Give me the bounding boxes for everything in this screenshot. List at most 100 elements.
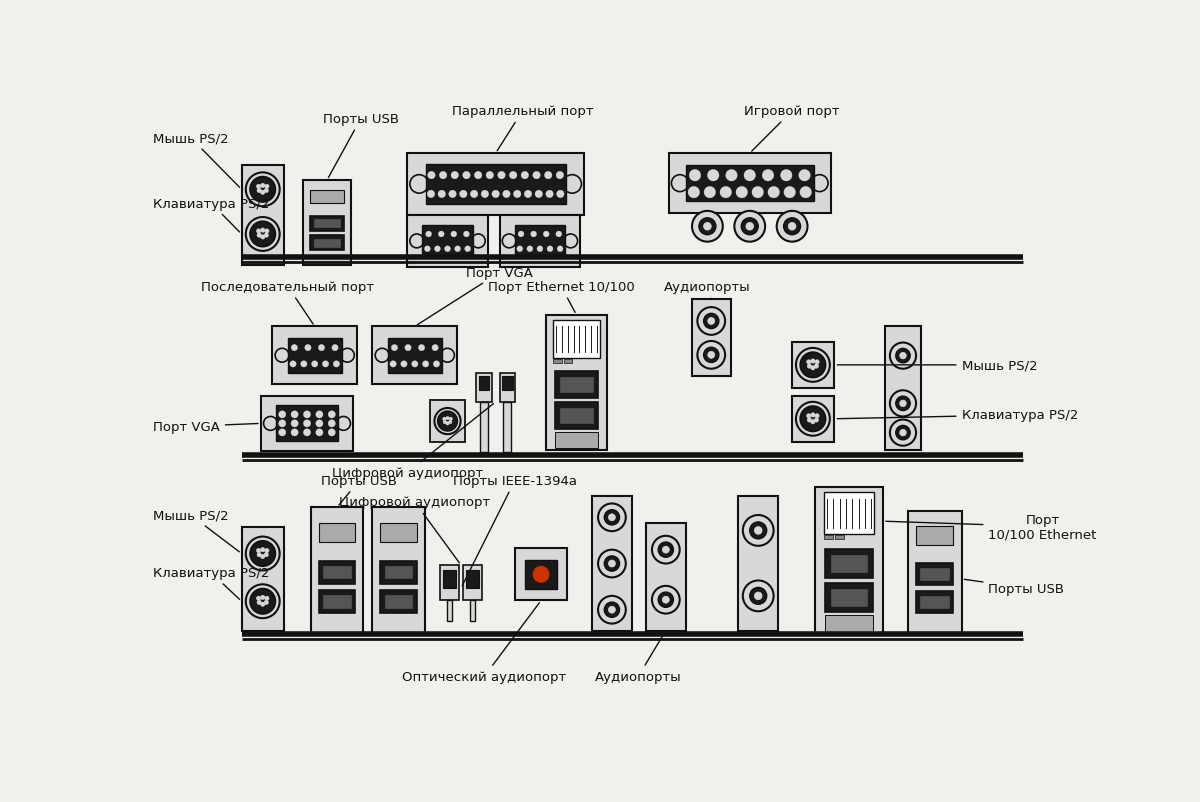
Circle shape (689, 170, 701, 182)
Circle shape (486, 172, 493, 180)
Text: Клавиатура PS/2: Клавиатура PS/2 (154, 197, 269, 233)
Circle shape (264, 553, 269, 557)
Circle shape (481, 191, 488, 198)
Text: Оптический аудиопорт: Оптический аудиопорт (402, 603, 566, 683)
Circle shape (750, 522, 767, 539)
Bar (380, 561, 416, 584)
Circle shape (438, 191, 445, 198)
Text: Порты USB: Порты USB (323, 113, 398, 178)
Circle shape (662, 546, 670, 553)
Circle shape (703, 223, 712, 231)
Circle shape (704, 187, 715, 199)
Bar (311, 236, 343, 251)
Circle shape (290, 429, 299, 436)
Bar (668, 154, 830, 214)
Circle shape (806, 414, 811, 419)
Bar (738, 496, 779, 630)
Circle shape (292, 345, 298, 351)
Text: Мышь PS/2: Мышь PS/2 (838, 359, 1037, 372)
Circle shape (557, 246, 563, 253)
Bar (826, 615, 872, 633)
Circle shape (547, 246, 553, 253)
Circle shape (260, 229, 265, 233)
Circle shape (890, 420, 916, 446)
Bar (380, 523, 416, 542)
Bar (431, 400, 464, 443)
Text: Клавиатура PS/2: Клавиатура PS/2 (838, 409, 1078, 422)
Circle shape (890, 391, 916, 417)
Circle shape (750, 588, 767, 605)
Circle shape (410, 176, 428, 194)
Circle shape (305, 345, 311, 351)
Bar (916, 526, 954, 545)
Bar (319, 590, 355, 613)
Circle shape (278, 429, 286, 436)
Text: Порт Ethernet 10/100: Порт Ethernet 10/100 (487, 281, 635, 313)
Circle shape (246, 537, 280, 571)
Circle shape (815, 360, 820, 365)
Text: Порты USB: Порты USB (965, 580, 1064, 595)
Bar (319, 523, 355, 542)
Bar (388, 338, 442, 373)
Circle shape (434, 408, 461, 435)
Bar (426, 164, 565, 205)
Circle shape (662, 597, 670, 603)
Circle shape (432, 345, 438, 351)
Bar (323, 595, 350, 608)
Circle shape (808, 364, 811, 369)
Circle shape (498, 172, 505, 180)
Bar (792, 396, 834, 443)
Bar (554, 403, 598, 430)
Circle shape (312, 361, 318, 367)
Circle shape (776, 212, 808, 242)
Circle shape (257, 185, 260, 189)
Circle shape (608, 514, 616, 521)
Bar (823, 536, 833, 540)
Circle shape (524, 191, 532, 198)
Circle shape (742, 218, 758, 236)
Circle shape (815, 364, 818, 369)
Circle shape (246, 218, 280, 252)
Circle shape (509, 172, 517, 180)
Bar (564, 360, 572, 364)
Text: Цифровой аудиопорт: Цифровой аудиопорт (340, 496, 491, 563)
Circle shape (755, 527, 762, 535)
Bar (288, 338, 342, 373)
Circle shape (503, 235, 516, 249)
Circle shape (404, 345, 412, 351)
Circle shape (444, 246, 450, 253)
Circle shape (556, 232, 562, 237)
Circle shape (265, 549, 269, 553)
Circle shape (703, 348, 719, 363)
Circle shape (250, 222, 276, 247)
Bar (385, 566, 413, 579)
Circle shape (557, 191, 564, 198)
Circle shape (264, 601, 269, 605)
Circle shape (608, 606, 616, 614)
Circle shape (720, 187, 732, 199)
Circle shape (390, 361, 396, 367)
Bar (422, 226, 473, 257)
Circle shape (451, 232, 457, 237)
Circle shape (433, 361, 439, 367)
Circle shape (800, 407, 826, 432)
Circle shape (605, 557, 619, 572)
Circle shape (734, 212, 766, 242)
Circle shape (463, 232, 469, 237)
Circle shape (697, 342, 725, 369)
Text: Аудиопорты: Аудиопорты (595, 633, 682, 683)
Circle shape (672, 176, 689, 192)
Circle shape (265, 185, 269, 189)
Circle shape (376, 349, 389, 363)
Bar (276, 406, 338, 442)
Bar (592, 496, 632, 630)
Bar (499, 216, 581, 268)
Text: Порт
10/100 Ethernet: Порт 10/100 Ethernet (886, 513, 1097, 541)
Circle shape (708, 318, 715, 325)
Circle shape (652, 536, 679, 564)
Bar (920, 597, 949, 609)
Circle shape (449, 191, 456, 198)
Text: Последовательный порт: Последовательный порт (202, 281, 374, 325)
Bar (241, 165, 284, 265)
Circle shape (304, 429, 311, 436)
